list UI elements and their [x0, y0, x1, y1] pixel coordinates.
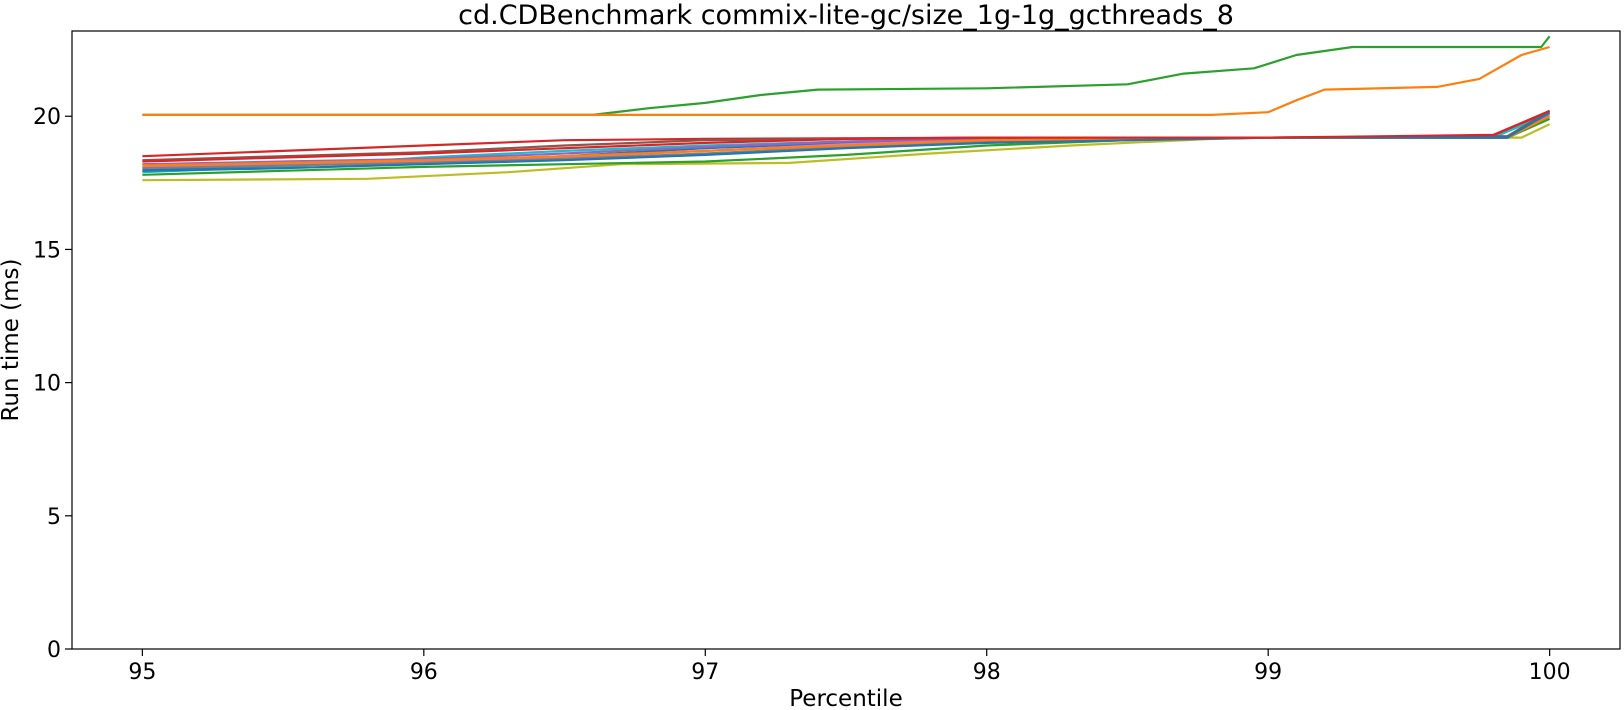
x-tick-label: 99: [1254, 660, 1282, 685]
x-tick-label: 100: [1529, 660, 1571, 685]
series-line-13: [142, 111, 1551, 172]
y-tick-label: 20: [33, 105, 61, 130]
series-line-1: [142, 35, 1551, 116]
x-tick-label: 98: [973, 660, 1001, 685]
series-line-2: [142, 45, 1550, 116]
y-axis-label: Run time (ms): [0, 258, 24, 421]
plot-frame: [71, 30, 1621, 650]
x-axis-label: Percentile: [789, 686, 902, 710]
series-layer: [142, 35, 1551, 182]
x-tick-label: 96: [410, 660, 438, 685]
x-tick-label: 95: [128, 660, 156, 685]
y-tick-label: 5: [47, 505, 61, 530]
y-tick-label: 15: [33, 238, 61, 263]
y-tick-label: 0: [47, 638, 61, 663]
series-line-14: [142, 109, 1551, 163]
x-axis: 95 96 97 98 99 100: [128, 649, 1571, 685]
x-tick-label: 97: [691, 660, 719, 685]
y-tick-label: 10: [33, 372, 61, 397]
y-axis: 0 5 10 15 20: [33, 105, 72, 663]
chart-title: cd.CDBenchmark commix-lite-gc/size_1g-1g…: [458, 0, 1234, 31]
